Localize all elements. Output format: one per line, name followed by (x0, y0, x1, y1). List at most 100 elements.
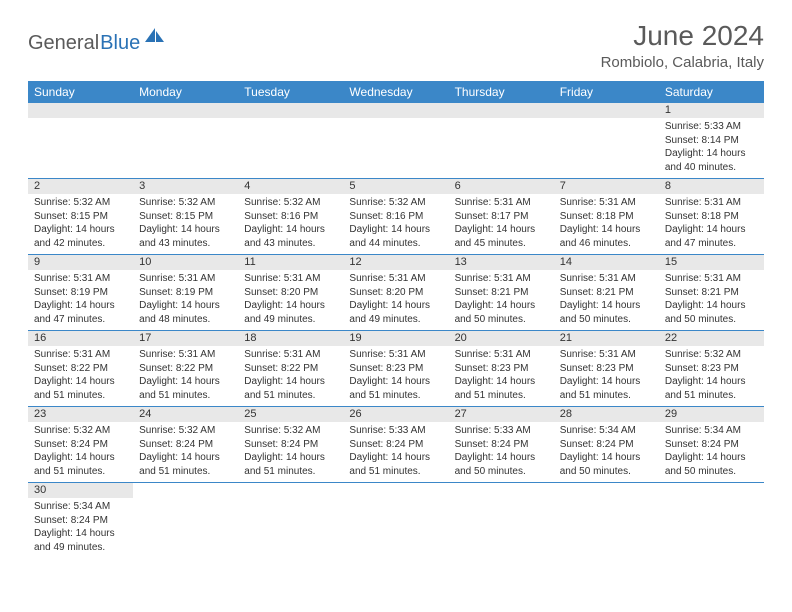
calendar-day-cell (238, 483, 343, 559)
weekday-header: Tuesday (238, 81, 343, 103)
day-number: 18 (238, 331, 343, 346)
logo-text-blue: Blue (100, 32, 140, 55)
day-number: 21 (554, 331, 659, 346)
calendar-day-cell (449, 103, 554, 179)
calendar-day-cell (238, 103, 343, 179)
day-details: Sunrise: 5:31 AMSunset: 8:23 PMDaylight:… (343, 346, 448, 406)
calendar-week-row: 30Sunrise: 5:34 AMSunset: 8:24 PMDayligh… (28, 483, 764, 559)
calendar-body: 1Sunrise: 5:33 AMSunset: 8:14 PMDaylight… (28, 103, 764, 558)
day-details: Sunrise: 5:31 AMSunset: 8:21 PMDaylight:… (659, 270, 764, 330)
weekday-header: Wednesday (343, 81, 448, 103)
calendar-day-cell: 5Sunrise: 5:32 AMSunset: 8:16 PMDaylight… (343, 179, 448, 255)
day-details: Sunrise: 5:34 AMSunset: 8:24 PMDaylight:… (28, 498, 133, 558)
day-number: 5 (343, 179, 448, 194)
day-number: 13 (449, 255, 554, 270)
calendar-day-cell: 12Sunrise: 5:31 AMSunset: 8:20 PMDayligh… (343, 255, 448, 331)
day-details: Sunrise: 5:32 AMSunset: 8:23 PMDaylight:… (659, 346, 764, 406)
day-number: 2 (28, 179, 133, 194)
calendar-day-cell: 16Sunrise: 5:31 AMSunset: 8:22 PMDayligh… (28, 331, 133, 407)
day-details: Sunrise: 5:31 AMSunset: 8:23 PMDaylight:… (449, 346, 554, 406)
day-details: Sunrise: 5:31 AMSunset: 8:19 PMDaylight:… (133, 270, 238, 330)
day-number: 8 (659, 179, 764, 194)
empty-daynum-bar (554, 103, 659, 118)
day-details: Sunrise: 5:31 AMSunset: 8:23 PMDaylight:… (554, 346, 659, 406)
day-number: 28 (554, 407, 659, 422)
day-details: Sunrise: 5:32 AMSunset: 8:24 PMDaylight:… (28, 422, 133, 482)
weekday-header: Saturday (659, 81, 764, 103)
day-number: 9 (28, 255, 133, 270)
day-number: 22 (659, 331, 764, 346)
day-number: 16 (28, 331, 133, 346)
title-block: June 2024 Rombiolo, Calabria, Italy (601, 20, 764, 71)
calendar-day-cell: 26Sunrise: 5:33 AMSunset: 8:24 PMDayligh… (343, 407, 448, 483)
day-details: Sunrise: 5:31 AMSunset: 8:21 PMDaylight:… (554, 270, 659, 330)
day-details: Sunrise: 5:31 AMSunset: 8:20 PMDaylight:… (238, 270, 343, 330)
day-details: Sunrise: 5:31 AMSunset: 8:22 PMDaylight:… (238, 346, 343, 406)
day-details: Sunrise: 5:32 AMSunset: 8:15 PMDaylight:… (133, 194, 238, 254)
day-details: Sunrise: 5:33 AMSunset: 8:14 PMDaylight:… (659, 118, 764, 178)
calendar-day-cell: 2Sunrise: 5:32 AMSunset: 8:15 PMDaylight… (28, 179, 133, 255)
day-details: Sunrise: 5:33 AMSunset: 8:24 PMDaylight:… (449, 422, 554, 482)
calendar-page: GeneralBlue June 2024 Rombiolo, Calabria… (0, 0, 792, 578)
day-number: 25 (238, 407, 343, 422)
calendar-day-cell: 15Sunrise: 5:31 AMSunset: 8:21 PMDayligh… (659, 255, 764, 331)
calendar-day-cell: 10Sunrise: 5:31 AMSunset: 8:19 PMDayligh… (133, 255, 238, 331)
calendar-week-row: 16 Sunrise: 5:31 AMSunset: 8:22 PMDayligh… (28, 331, 764, 407)
day-number: 3 (133, 179, 238, 194)
day-details: Sunrise: 5:31 AMSunset: 8:19 PMDaylight:… (28, 270, 133, 330)
calendar-day-cell: 18Sunrise: 5:31 AMSunset: 8:22 PMDayligh… (238, 331, 343, 407)
calendar-day-cell: 20Sunrise: 5:31 AMSunset: 8:23 PMDayligh… (449, 331, 554, 407)
day-details: Sunrise: 5:32 AMSunset: 8:24 PMDaylight:… (238, 422, 343, 482)
calendar-day-cell: 6Sunrise: 5:31 AMSunset: 8:17 PMDaylight… (449, 179, 554, 255)
calendar-day-cell (343, 483, 448, 559)
weekday-header: Sunday (28, 81, 133, 103)
day-number: 17 (133, 331, 238, 346)
day-number: 27 (449, 407, 554, 422)
calendar-day-cell: 25Sunrise: 5:32 AMSunset: 8:24 PMDayligh… (238, 407, 343, 483)
calendar-day-cell (133, 483, 238, 559)
calendar-week-row: 23Sunrise: 5:32 AMSunset: 8:24 PMDayligh… (28, 407, 764, 483)
logo-text-general: General (28, 32, 99, 55)
day-number: 7 (554, 179, 659, 194)
brand-logo: GeneralBlue (28, 20, 165, 60)
weekday-header: Friday (554, 81, 659, 103)
calendar-day-cell: 8Sunrise: 5:31 AMSunset: 8:18 PMDaylight… (659, 179, 764, 255)
location-subtitle: Rombiolo, Calabria, Italy (601, 54, 764, 71)
day-number: 4 (238, 179, 343, 194)
calendar-week-row: 2Sunrise: 5:32 AMSunset: 8:15 PMDaylight… (28, 179, 764, 255)
calendar-table: SundayMondayTuesdayWednesdayThursdayFrid… (28, 81, 764, 558)
calendar-day-cell: 14Sunrise: 5:31 AMSunset: 8:21 PMDayligh… (554, 255, 659, 331)
calendar-day-cell (659, 483, 764, 559)
day-number: 19 (343, 331, 448, 346)
calendar-day-cell: 3Sunrise: 5:32 AMSunset: 8:15 PMDaylight… (133, 179, 238, 255)
day-number: 10 (133, 255, 238, 270)
day-number: 1 (659, 103, 764, 118)
day-details: Sunrise: 5:32 AMSunset: 8:15 PMDaylight:… (28, 194, 133, 254)
calendar-week-row: 9Sunrise: 5:31 AMSunset: 8:19 PMDaylight… (28, 255, 764, 331)
calendar-day-cell: 27Sunrise: 5:33 AMSunset: 8:24 PMDayligh… (449, 407, 554, 483)
month-year-title: June 2024 (601, 20, 764, 52)
day-details: Sunrise: 5:31 AMSunset: 8:18 PMDaylight:… (659, 194, 764, 254)
calendar-day-cell (449, 483, 554, 559)
day-details: Sunrise: 5:32 AMSunset: 8:24 PMDaylight:… (133, 422, 238, 482)
day-details: Sunrise: 5:33 AMSunset: 8:24 PMDaylight:… (343, 422, 448, 482)
day-number: 29 (659, 407, 764, 422)
calendar-day-cell (343, 103, 448, 179)
calendar-day-cell (133, 103, 238, 179)
calendar-day-cell: 30Sunrise: 5:34 AMSunset: 8:24 PMDayligh… (28, 483, 133, 559)
calendar-week-row: 1Sunrise: 5:33 AMSunset: 8:14 PMDaylight… (28, 103, 764, 179)
calendar-day-cell (554, 483, 659, 559)
calendar-day-cell: 13Sunrise: 5:31 AMSunset: 8:21 PMDayligh… (449, 255, 554, 331)
calendar-day-cell: 9Sunrise: 5:31 AMSunset: 8:19 PMDaylight… (28, 255, 133, 331)
day-details: Sunrise: 5:34 AMSunset: 8:24 PMDaylight:… (659, 422, 764, 482)
day-number: 23 (28, 407, 133, 422)
day-number: 14 (554, 255, 659, 270)
calendar-day-cell: 21Sunrise: 5:31 AMSunset: 8:23 PMDayligh… (554, 331, 659, 407)
empty-daynum-bar (28, 103, 133, 118)
empty-daynum-bar (343, 103, 448, 118)
day-number: 30 (28, 483, 133, 498)
day-number: 15 (659, 255, 764, 270)
calendar-day-cell: 19Sunrise: 5:31 AMSunset: 8:23 PMDayligh… (343, 331, 448, 407)
day-number: 20 (449, 331, 554, 346)
day-number: 6 (449, 179, 554, 194)
